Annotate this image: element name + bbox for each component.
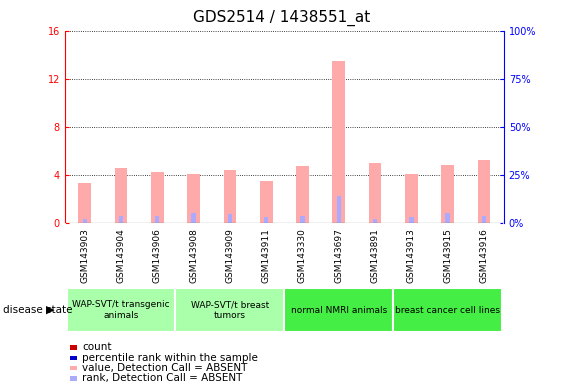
Bar <box>373 219 377 223</box>
Text: percentile rank within the sample: percentile rank within the sample <box>82 353 258 362</box>
Text: GDS2514 / 1438551_at: GDS2514 / 1438551_at <box>193 10 370 26</box>
Bar <box>224 170 236 223</box>
Bar <box>66 288 176 332</box>
Bar <box>300 215 305 223</box>
Text: GSM143911: GSM143911 <box>262 228 271 283</box>
Text: GSM143913: GSM143913 <box>407 228 416 283</box>
Bar <box>369 163 381 223</box>
Bar <box>176 288 284 332</box>
Bar <box>441 165 454 223</box>
Bar <box>393 288 502 332</box>
Bar <box>405 174 418 223</box>
Text: GSM143908: GSM143908 <box>189 228 198 283</box>
Text: rank, Detection Call = ABSENT: rank, Detection Call = ABSENT <box>82 373 243 383</box>
Text: breast cancer cell lines: breast cancer cell lines <box>395 306 500 314</box>
Bar <box>477 161 490 223</box>
Bar <box>260 181 272 223</box>
Bar <box>187 174 200 223</box>
Text: WAP-SVT/t transgenic
animals: WAP-SVT/t transgenic animals <box>72 300 170 320</box>
Bar <box>83 219 87 223</box>
Bar <box>296 166 309 223</box>
Bar <box>337 196 341 223</box>
Bar <box>227 214 232 223</box>
Text: count: count <box>82 342 111 352</box>
Bar <box>482 215 486 223</box>
Text: disease state: disease state <box>3 305 72 315</box>
Bar <box>191 213 196 223</box>
Text: GSM143903: GSM143903 <box>80 228 89 283</box>
Text: GSM143916: GSM143916 <box>480 228 489 283</box>
Text: GSM143891: GSM143891 <box>370 228 379 283</box>
Bar <box>115 167 127 223</box>
Text: ▶: ▶ <box>46 305 55 315</box>
Bar <box>264 217 269 223</box>
Bar <box>332 61 345 223</box>
Bar <box>409 217 413 223</box>
Bar <box>284 288 393 332</box>
Text: GSM143909: GSM143909 <box>225 228 234 283</box>
Text: GSM143330: GSM143330 <box>298 228 307 283</box>
Text: GSM143906: GSM143906 <box>153 228 162 283</box>
Bar <box>445 213 450 223</box>
Text: value, Detection Call = ABSENT: value, Detection Call = ABSENT <box>82 363 248 373</box>
Text: GSM143904: GSM143904 <box>117 228 126 283</box>
Bar <box>151 172 164 223</box>
Text: normal NMRI animals: normal NMRI animals <box>291 306 387 314</box>
Bar <box>78 183 91 223</box>
Bar <box>119 215 123 223</box>
Text: GSM143915: GSM143915 <box>443 228 452 283</box>
Bar <box>155 215 159 223</box>
Text: WAP-SVT/t breast
tumors: WAP-SVT/t breast tumors <box>191 300 269 320</box>
Text: GSM143697: GSM143697 <box>334 228 343 283</box>
